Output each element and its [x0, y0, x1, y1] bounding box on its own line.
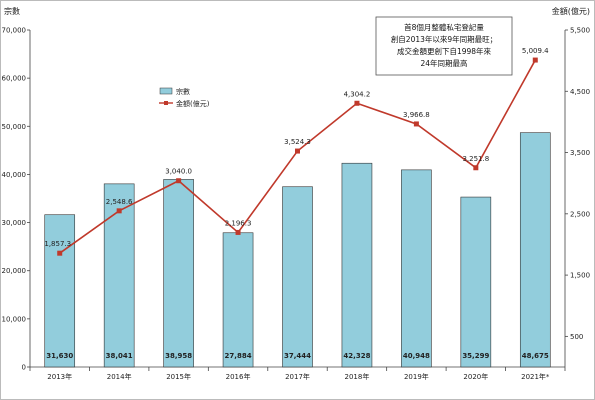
left-tick-label: 10,000	[2, 315, 27, 323]
line-series: 1,857.3 2,548.6 3,040.0 2,196.3 3,524.3 4,304…	[44, 47, 549, 256]
right-tick-label: 5,500	[570, 27, 590, 35]
x-tick-label: 2019年	[404, 372, 429, 381]
right-tick-label: 500	[570, 333, 583, 341]
right-tick-label: 1,500	[570, 272, 590, 280]
x-tick-label: 2017年	[285, 372, 310, 381]
legend-line-label: 金額(億元)	[176, 99, 210, 108]
line-value-label: 2,548.6	[106, 198, 133, 206]
legend: 宗數 金額(億元)	[159, 87, 210, 108]
line-value-label: 3,251.8	[462, 155, 489, 163]
left-tick-label: 70,000	[2, 27, 27, 35]
line-value-label: 5,009.4	[522, 47, 549, 55]
legend-bar-swatch	[159, 87, 173, 95]
bar-value-label: 35,299	[462, 352, 489, 360]
right-axis: 500 1,500 2,500 3,500 4,500 5,500 金額(億元)	[552, 6, 590, 367]
line-value-label: 1,857.3	[44, 240, 71, 248]
left-tick-label: 50,000	[2, 123, 27, 131]
left-axis-label: 宗數	[4, 6, 20, 16]
bar	[282, 186, 313, 368]
line-point	[473, 165, 479, 171]
right-axis-ticks: 500 1,500 2,500 3,500 4,500 5,500	[565, 27, 590, 341]
line-point	[235, 229, 241, 235]
annotation-box: 首8個月整體私宅登記量 創自2013年以來9年同期最旺； 成交金額更創下自199…	[375, 16, 513, 76]
line-point	[354, 100, 360, 106]
x-tick-label: 2020年	[463, 372, 488, 381]
bar	[103, 183, 135, 368]
bar	[222, 232, 254, 368]
bar	[519, 132, 551, 368]
annotation-line-4: 24年同期最高	[420, 58, 468, 68]
bar-value-label: 48,675	[522, 352, 549, 360]
bar-value-label: 42,328	[343, 352, 370, 360]
annotation-line-1: 首8個月整體私宅登記量	[404, 22, 484, 32]
bar-value-label: 27,884	[225, 352, 252, 360]
bar	[163, 179, 194, 368]
x-tick-label: 2018年	[345, 372, 370, 381]
left-tick-label: 60,000	[2, 75, 27, 83]
line-value-label: 3,040.0	[165, 168, 192, 176]
legend-line-marker	[164, 101, 168, 105]
line-point	[295, 148, 300, 154]
annotation-line-2: 創自2013年以來9年同期最旺；	[391, 34, 497, 44]
bar	[341, 162, 373, 368]
bar-value-label: 31,630	[46, 352, 73, 360]
legend-bar-label: 宗數	[176, 87, 190, 96]
right-axis-label: 金額(億元)	[552, 6, 590, 16]
line-value-label: 3,524.3	[284, 138, 311, 146]
line-point	[532, 57, 538, 63]
line-value-label: 4,304.2	[344, 90, 371, 98]
annotation-line-3: 成交金額更創下自1998年來	[397, 46, 492, 56]
line-point	[413, 121, 419, 127]
left-tick-label: 0	[22, 364, 26, 372]
line-value-label: 2,196.3	[225, 219, 252, 227]
left-tick-label: 30,000	[2, 219, 27, 227]
x-axis-ticks: 2013年 2014年 2015年 2016年 2017年 2018年 2019年 2020年…	[29, 367, 566, 381]
left-tick-label: 20,000	[2, 267, 27, 275]
left-tick-label: 40,000	[2, 171, 27, 179]
bar-series: 31,630 38,041 38,958 27,884 37,444 42,328 40,9…	[44, 132, 551, 368]
x-tick-label: 2014年	[107, 372, 132, 381]
right-tick-label: 2,500	[570, 210, 590, 218]
x-tick-label: 2016年	[226, 372, 251, 381]
bar	[401, 169, 432, 368]
line-point	[116, 208, 122, 214]
bar-value-label: 38,958	[165, 352, 192, 360]
x-tick-label: 2021年*	[521, 372, 550, 381]
bar-value-label: 38,041	[106, 352, 133, 360]
line-point	[57, 250, 63, 256]
right-tick-label: 4,500	[570, 88, 590, 96]
line-point	[176, 178, 182, 184]
x-tick-label: 2015年	[166, 372, 191, 381]
left-axis-ticks: 0 10,000 20,000 30,000 40,000 50,000 60,000 70,…	[2, 27, 30, 372]
right-tick-label: 3,500	[570, 149, 590, 157]
x-tick-label: 2013年	[47, 372, 72, 381]
bar-value-label: 40,948	[403, 352, 430, 360]
line-value-label: 3,966.8	[403, 111, 430, 119]
annotation-frame	[375, 16, 513, 76]
bar	[44, 214, 76, 368]
left-axis: 0 10,000 20,000 30,000 40,000 50,000 60,000 70,…	[2, 6, 31, 372]
bar	[460, 196, 492, 368]
bar-value-label: 37,444	[284, 352, 311, 360]
